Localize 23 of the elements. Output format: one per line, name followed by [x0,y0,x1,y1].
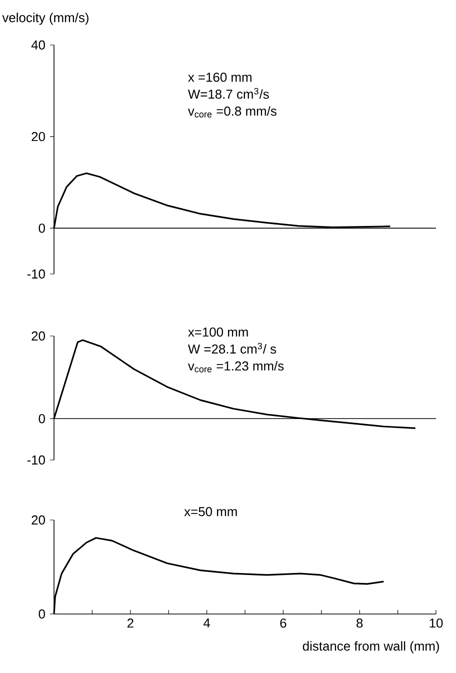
annotation: x=100 mm [188,328,248,337]
x-tick-label: 2 [127,618,134,628]
y-tick-label: 0 [38,609,45,619]
x-tick-label: 8 [356,618,363,628]
y-tick-label: -10 [27,455,45,465]
y-tick-label: 0 [38,224,45,233]
y-tick-label: 20 [32,331,45,341]
y-tick-label: 0 [38,414,45,424]
annotation: x =160 mm [188,72,252,82]
text: x=50 mm [184,507,237,516]
y-axis-title: velocity (mm/s) [2,12,88,25]
annotation: v$_{core}$ =1.23 mm/s [188,361,284,372]
x-axis-title: distance from wall (mm) [302,641,439,654]
x-tick-label: 4 [203,618,210,628]
y-tick-label: -10 [27,269,45,279]
annotation: W=18.7 cm$^{3}$/s [188,88,269,99]
x-tick-label: 6 [280,618,286,628]
annotation: v$_{core}$ =0.8 mm/s [188,106,276,118]
y-tick-label: 20 [32,132,45,142]
y-tick-label: 20 [32,515,45,525]
y-tick-label: 40 [31,40,45,50]
x-tick-label: 10 [430,618,443,628]
annotation: W =28.1 cm$^{3}$/ s [188,342,276,354]
